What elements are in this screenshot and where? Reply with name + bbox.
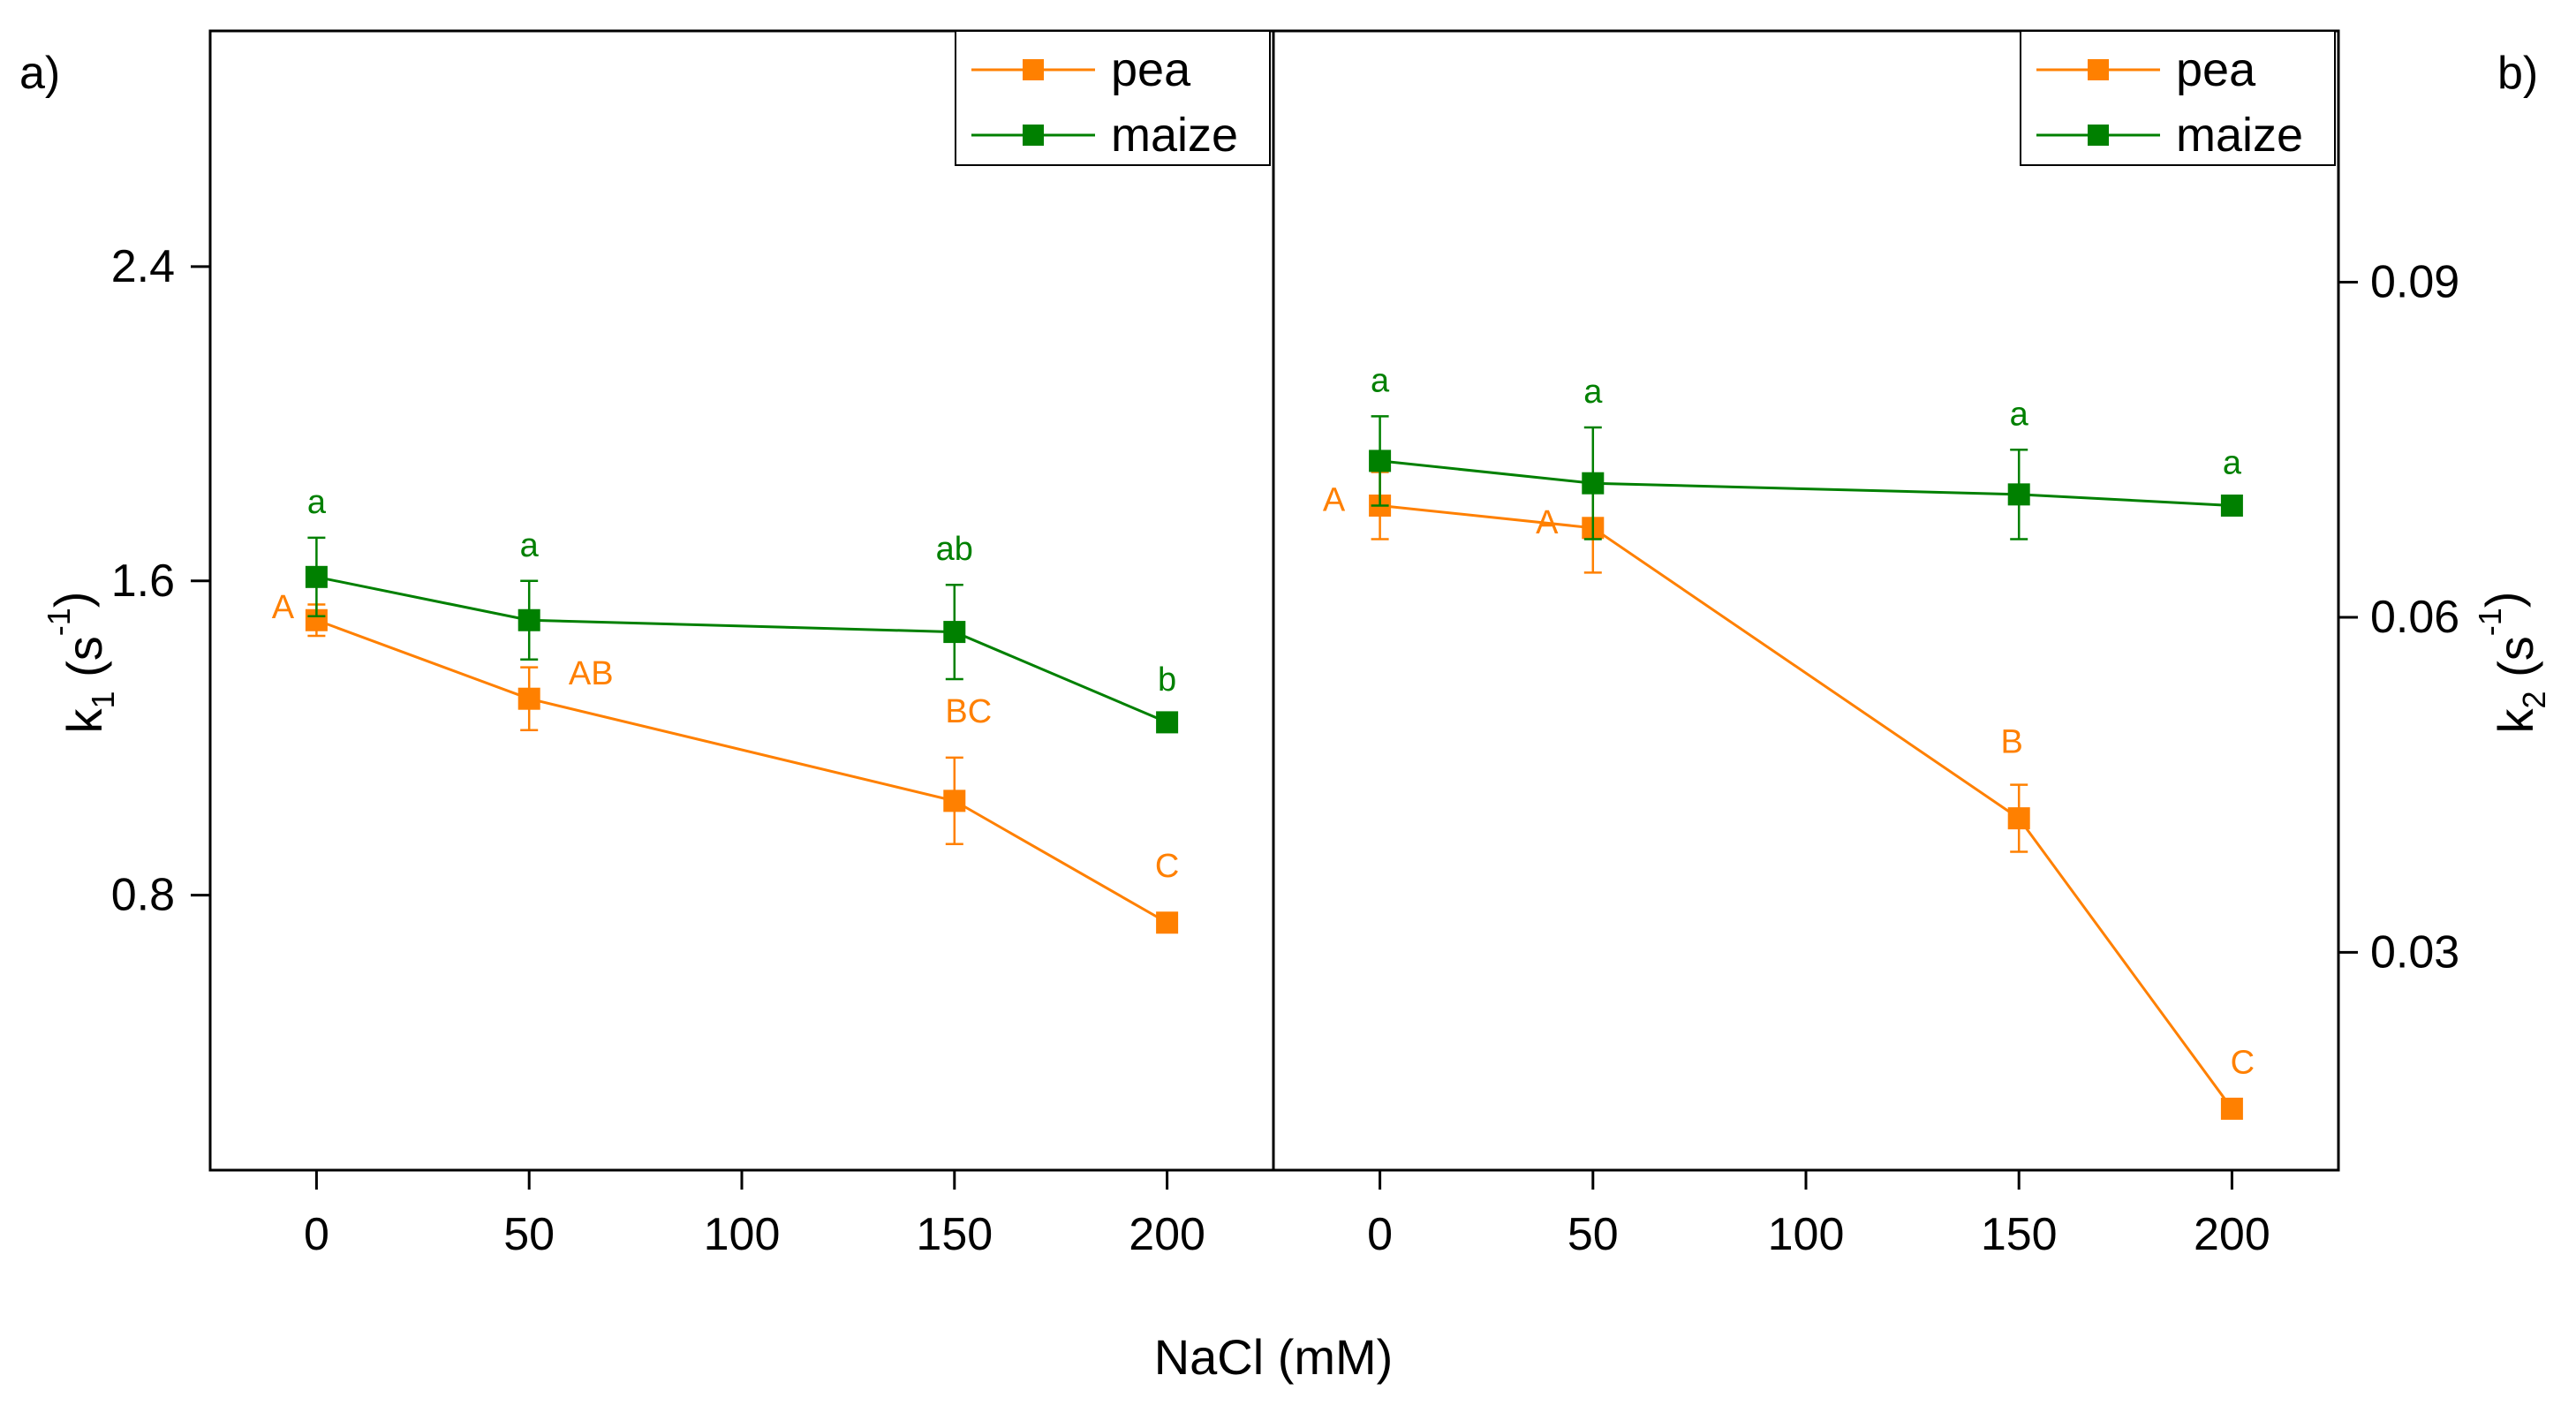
significance-letter: a [1583,374,1603,411]
legend-label-maize: maize [1111,109,1238,162]
data-point-pea [1156,911,1179,934]
significance-letter: BC [945,693,992,730]
x-tick-label: 100 [704,1209,781,1260]
data-point-pea [2007,807,2030,830]
legend-label-pea: pea [1111,43,1191,96]
significance-letter: AB [569,655,614,692]
series-pea: A AB BC C [272,589,1179,934]
series-line-maize [1379,459,2232,507]
series-maize: a a a a [1369,362,2243,540]
significance-letter: A [272,589,295,626]
x-tick-label: 200 [1129,1209,1205,1260]
series-maize: a a ab b [305,484,1179,734]
y-tick-label: 0.03 [2370,926,2459,978]
y-axis-title: k2 (s-1) [2472,592,2552,734]
significance-letter: b [1158,661,1176,699]
x-tick-label: 50 [1568,1209,1619,1260]
legend-marker-pea [2088,59,2109,80]
y-tick-label: 0.06 [2370,592,2459,643]
data-point-pea [943,790,966,812]
x-tick-label: 0 [304,1209,329,1260]
significance-letter: B [2001,724,2023,761]
plot-frame [1272,29,2340,1172]
legend-box [955,30,1271,166]
data-point-maize [2220,495,2243,517]
data-point-pea [2220,1097,2243,1120]
series-pea: A A B C [1323,471,2255,1120]
y-axis-title-part: k [57,707,112,733]
data-point-maize [1582,472,1605,495]
y-tick-label: 0.09 [2370,257,2459,308]
legend: pea maize [955,30,1271,166]
legend-label-pea: pea [2176,43,2256,96]
y-axis-title-part: -1 [2472,608,2508,636]
y-axis-title-part: k [2488,707,2543,733]
significance-letter: a [1371,362,1390,399]
y-axis-title-part: -1 [41,608,77,636]
significance-letter: C [2231,1044,2255,1081]
y-axis-title-part: ) [2475,592,2531,608]
data-point-pea [517,687,540,710]
legend-box [2020,30,2336,166]
x-tick-label: 50 [503,1209,555,1260]
series-line-pea [1379,504,2233,1110]
y-axis-title-part: (s [2488,636,2543,691]
y-axis-title-part: ) [44,592,100,608]
significance-letter: A [1323,482,1346,519]
series-line-pea [315,618,1168,925]
panel-label: a) [19,48,60,99]
significance-letter: a [2223,445,2242,482]
legend-marker-pea [1023,59,1044,80]
panel-label: b) [2497,48,2538,99]
significance-letter: ab [936,531,973,568]
y-tick-label: 1.6 [111,555,175,607]
y-axis-title: k1 (s-1) [41,592,121,734]
y-tick-label: 0.8 [111,870,175,921]
significance-letter: A [1536,504,1559,541]
data-point-maize [517,608,540,631]
series-line-maize [316,575,1168,724]
significance-letter: C [1155,848,1179,885]
data-point-maize [943,621,966,644]
y-tick-label: 2.4 [111,241,175,292]
data-point-maize [305,565,328,588]
x-tick-label: 100 [1768,1209,1845,1260]
data-point-maize [2007,483,2030,506]
y-axis-title-part: (s [57,636,112,691]
y-axis-title-part: 1 [85,691,121,708]
legend-marker-maize [1023,125,1044,146]
legend: pea maize [2020,30,2336,166]
data-point-maize [1156,711,1179,734]
x-axis-title: NaCl (mM) [1154,1329,1394,1385]
plot-frame [208,29,1275,1172]
legend-label-maize: maize [2176,109,2303,162]
x-tick-label: 0 [1367,1209,1393,1260]
x-tick-label: 150 [1981,1209,2058,1260]
y-axis-title-part: 2 [2516,691,2552,708]
x-tick-label: 150 [916,1209,993,1260]
significance-letter: a [2010,396,2029,433]
legend-marker-maize [2088,125,2109,146]
significance-letter: a [307,484,327,521]
data-point-maize [1369,450,1392,472]
significance-letter: a [520,527,540,564]
x-tick-label: 200 [2194,1209,2270,1260]
